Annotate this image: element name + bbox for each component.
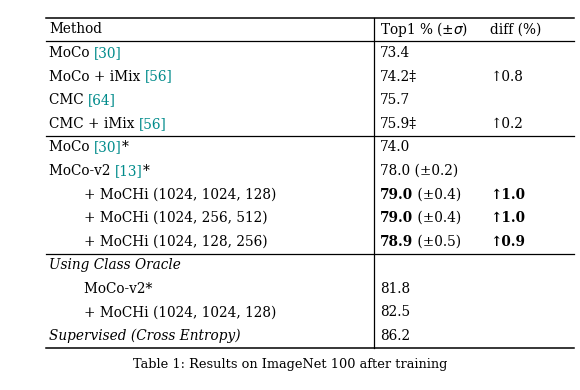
Text: 82.5: 82.5 (380, 305, 410, 319)
Text: 75.9‡: 75.9‡ (380, 117, 417, 131)
Text: + MoCHi (1024, 1024, 128): + MoCHi (1024, 1024, 128) (49, 188, 277, 202)
Text: [64]: [64] (88, 93, 116, 107)
Text: 86.2: 86.2 (380, 329, 410, 343)
Text: 81.8: 81.8 (380, 282, 410, 296)
Text: (±0.4): (±0.4) (413, 188, 461, 202)
Text: Table 1: Results on ImageNet 100 after training: Table 1: Results on ImageNet 100 after t… (133, 358, 447, 371)
Text: 79.0: 79.0 (380, 188, 413, 202)
Text: ↑0.8: ↑0.8 (490, 69, 523, 83)
Text: MoCo-v2*: MoCo-v2* (49, 282, 153, 296)
Text: + MoCHi (1024, 256, 512): + MoCHi (1024, 256, 512) (49, 211, 268, 225)
Text: ↑0.2: ↑0.2 (490, 117, 523, 131)
Text: Supervised (Cross Entropy): Supervised (Cross Entropy) (49, 329, 241, 343)
Text: CMC: CMC (49, 93, 88, 107)
Text: MoCo: MoCo (49, 140, 94, 154)
Text: (±0.4): (±0.4) (413, 211, 461, 225)
Text: [56]: [56] (139, 117, 167, 131)
Text: + MoCHi (1024, 1024, 128): + MoCHi (1024, 1024, 128) (49, 305, 277, 319)
Text: MoCo: MoCo (49, 46, 94, 60)
Text: [30]: [30] (94, 46, 122, 60)
Text: 78.9: 78.9 (380, 235, 413, 249)
Text: [13]: [13] (115, 164, 143, 178)
Text: 78.0 (±0.2): 78.0 (±0.2) (380, 164, 458, 178)
Text: (±0.5): (±0.5) (413, 235, 461, 249)
Text: Top1 % ($\pm\sigma$): Top1 % ($\pm\sigma$) (380, 20, 468, 39)
Text: *: * (143, 164, 150, 178)
Text: 75.7: 75.7 (380, 93, 410, 107)
Text: 74.0: 74.0 (380, 140, 410, 154)
Text: Using Class Oracle: Using Class Oracle (49, 258, 181, 272)
Text: MoCo-v2: MoCo-v2 (49, 164, 115, 178)
Text: ↑1.0: ↑1.0 (490, 211, 525, 225)
Text: ↑1.0: ↑1.0 (490, 188, 525, 202)
Text: 73.4: 73.4 (380, 46, 410, 60)
Text: 79.0: 79.0 (380, 211, 413, 225)
Text: [30]: [30] (94, 140, 122, 154)
Text: CMC + iMix: CMC + iMix (49, 117, 139, 131)
Text: ↑0.9: ↑0.9 (490, 235, 525, 249)
Text: Method: Method (49, 22, 102, 36)
Text: MoCo + iMix: MoCo + iMix (49, 69, 145, 83)
Text: [56]: [56] (145, 69, 173, 83)
Text: + MoCHi (1024, 128, 256): + MoCHi (1024, 128, 256) (49, 235, 268, 249)
Text: *: * (122, 140, 129, 154)
Text: diff (%): diff (%) (490, 22, 542, 36)
Text: 74.2‡: 74.2‡ (380, 69, 417, 83)
